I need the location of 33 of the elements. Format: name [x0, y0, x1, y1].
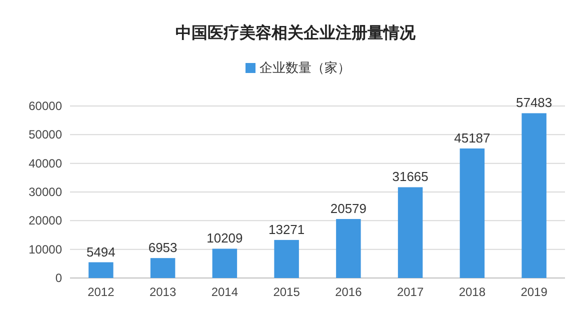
y-tick-label: 20000	[28, 214, 62, 228]
y-tick-label: 40000	[28, 156, 62, 170]
bar	[212, 248, 238, 278]
x-tick-label: 2017	[396, 285, 424, 299]
data-label: 45187	[454, 130, 490, 146]
data-label: 13271	[268, 222, 305, 237]
bar	[88, 262, 114, 278]
bar	[522, 113, 546, 278]
y-tick-label: 50000	[28, 128, 62, 142]
y-tick-label: 60000	[28, 99, 62, 113]
bar	[274, 240, 299, 278]
data-label: 10209	[206, 230, 243, 246]
x-tick-label: 2018	[458, 285, 486, 299]
x-tick-label: 2016	[335, 285, 362, 299]
x-tick-label: 2013	[149, 285, 176, 299]
data-label: 57483	[516, 95, 552, 110]
y-tick-label: 30000	[28, 185, 62, 199]
data-label: 31665	[392, 169, 428, 184]
chart-title: 中国医疗美容相关企业注册量情况	[176, 23, 416, 42]
x-tick-label: 2014	[211, 285, 238, 299]
x-tick-label: 2012	[88, 285, 115, 299]
bar	[460, 148, 485, 278]
legend-label: 企业数量（家）	[260, 60, 350, 75]
x-tick-label: 2015	[273, 285, 300, 299]
y-tick-label: 10000	[28, 242, 62, 256]
x-tick-label: 2019	[520, 285, 548, 299]
bar	[398, 187, 423, 278]
data-label: 20579	[330, 201, 367, 216]
bar	[336, 219, 361, 278]
bar	[150, 258, 176, 278]
data-label: 5494	[86, 244, 116, 260]
data-label: 6953	[148, 240, 178, 256]
y-tick-label: 0	[55, 271, 62, 285]
